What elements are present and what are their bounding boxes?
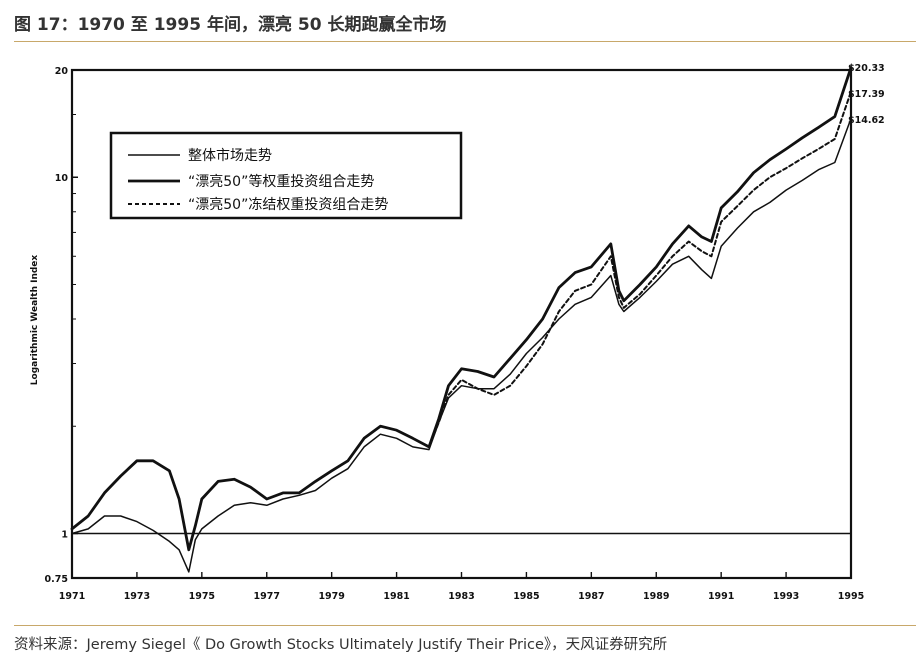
series-line-thin — [71, 117, 852, 573]
legend-label: 整体市场走势 — [188, 147, 272, 164]
source-note: 资料来源：Jeremy Siegel《 Do Growth Stocks Ult… — [14, 637, 668, 653]
end-value-label: $14.62 — [848, 115, 885, 126]
y-tick-label: 1 — [61, 529, 68, 540]
chart-title: 图 17：1970 至 1995 年间，漂亮 50 长期跑赢全市场 — [14, 15, 447, 35]
legend-label: “漂亮50”等权重投资组合走势 — [188, 173, 374, 190]
y-tick-label: 20 — [55, 66, 69, 77]
x-tick-label: 1977 — [254, 591, 280, 602]
y-tick-label: 10 — [55, 173, 69, 184]
footer-divider — [14, 625, 916, 626]
x-tick-label: 1985 — [513, 591, 539, 602]
series-line-dashed — [428, 90, 852, 448]
x-tick-label: 1987 — [578, 591, 604, 602]
chart-area: 20 10 1 0.75 1971 1973 1975 1977 1979 1981 1983 198… — [30, 63, 885, 602]
x-tick-label: 1979 — [318, 591, 344, 602]
x-tick-label: 1989 — [643, 591, 669, 602]
end-value-label: $20.33 — [848, 63, 885, 74]
title-divider — [14, 41, 916, 42]
y-tick-label: 0.75 — [45, 574, 68, 585]
x-tick-label: 1983 — [448, 591, 474, 602]
x-tick-label: 1971 — [59, 591, 85, 602]
series-line-thick — [70, 66, 853, 552]
x-tick-label: 1993 — [773, 591, 799, 602]
x-tick-label: 1995 — [838, 591, 864, 602]
legend-label: “漂亮50”冻结权重投资组合走势 — [188, 196, 388, 213]
legend-box — [109, 131, 463, 220]
end-value-label: $17.39 — [848, 89, 885, 100]
y-axis-title: Logarithmic Wealth Index — [30, 255, 40, 386]
x-tick-label: 1991 — [708, 591, 734, 602]
x-tick-label: 1981 — [383, 591, 409, 602]
x-tick-label: 1975 — [189, 591, 215, 602]
x-tick-label: 1973 — [124, 591, 150, 602]
